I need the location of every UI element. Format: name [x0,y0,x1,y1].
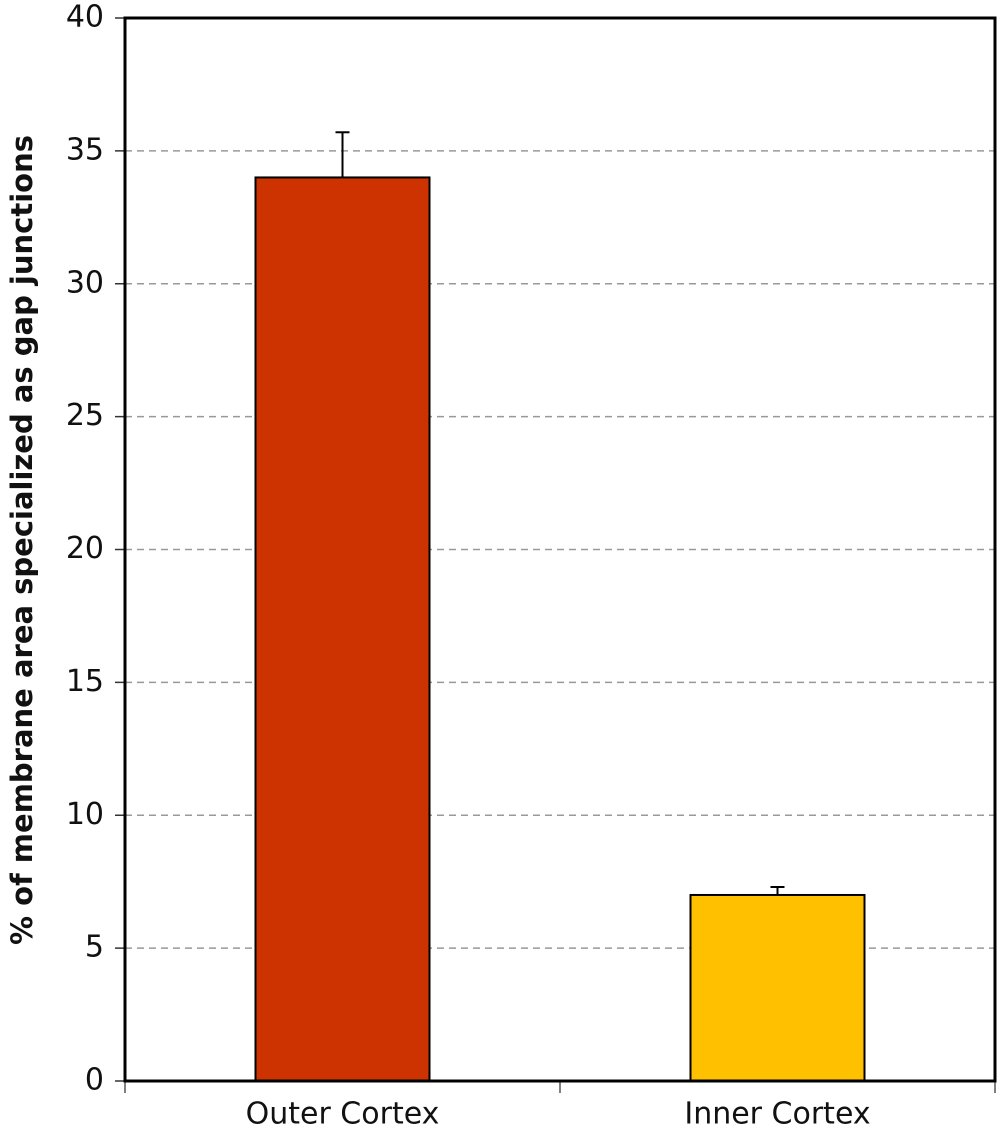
y-tick-label: 35 [66,132,104,167]
y-axis-title: % of membrane area specialized as gap ju… [5,135,39,945]
y-tick-label: 20 [66,531,104,566]
bar [689,893,866,1082]
bar [254,176,431,1082]
plot-frame [123,16,997,1083]
y-tick-label: 5 [85,930,104,965]
y-tick-label: 0 [85,1063,104,1098]
y-tick-label: 25 [66,398,104,433]
y-tick-label: 40 [66,0,104,35]
x-tick-label: Outer Cortex [246,1097,440,1132]
y-tick-label: 10 [66,797,104,832]
y-tick-label: 30 [66,265,104,300]
y-tick-label: 15 [66,664,104,699]
x-tick-label: Inner Cortex [684,1097,870,1132]
